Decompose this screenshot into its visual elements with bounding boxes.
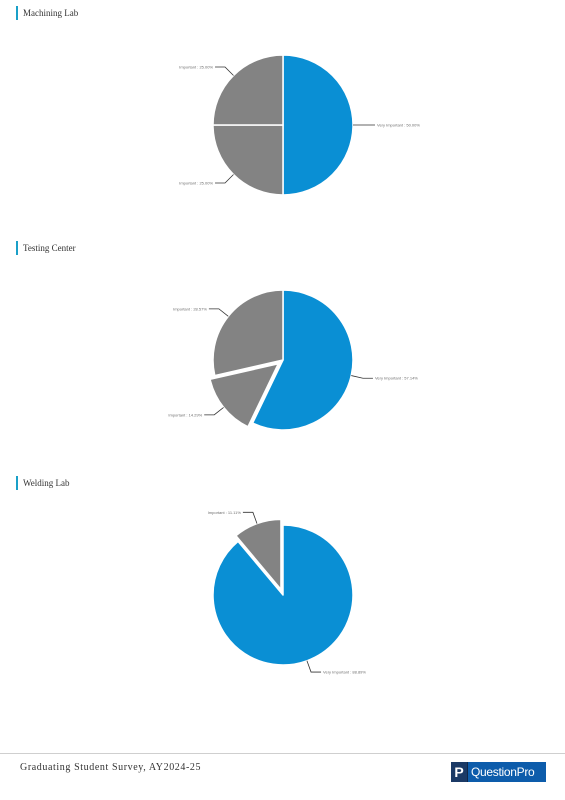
chart-section-welding-lab: Welding Lab Very Important : 88.89% Impor…: [0, 470, 565, 705]
pie-leader-line-2-1: [242, 511, 258, 524]
pie-leader-line-1-2: [208, 308, 229, 317]
pie-slice-label-0-0: Very Important : 50.00%: [377, 123, 420, 128]
pie-slice-label-1-1: Important : 14.29%: [168, 412, 202, 417]
pie-slice-1-2: [212, 289, 284, 377]
chart-title-testing-center: Testing Center: [16, 241, 76, 255]
pie-chart-testing-center: Very Important : 57.14% Important : 14.29…: [168, 289, 418, 431]
pie-leader-line-1-0: [351, 375, 373, 379]
pie-slice-2-1: [235, 518, 282, 591]
pie-slice-label-0-2: Important : 25.00%: [179, 65, 213, 70]
chart-title-welding-lab: Welding Lab: [16, 476, 70, 490]
questionpro-logo: P QuestionPro: [451, 762, 546, 782]
pie-leader-line-0-1: [215, 174, 234, 184]
pie-leader-line-1-1: [204, 407, 224, 416]
chart-section-testing-center: Testing Center Very Important : 57.14% Im…: [0, 235, 565, 470]
pie-slice-label-2-0: Very Important : 88.89%: [323, 670, 366, 675]
footer-divider: [0, 753, 565, 754]
pie-slice-label-2-1: Important : 11.11%: [208, 510, 242, 515]
pie-slice-1-1: [209, 362, 280, 428]
pie-leader-line-2-0: [306, 660, 322, 673]
footer-survey-title: Graduating Student Survey, AY2024-25: [20, 762, 202, 773]
questionpro-logo-name: QuestionPro: [468, 762, 546, 782]
pie-chart-machining-lab: Very Important : 50.00% Important : 25.00…: [179, 54, 420, 196]
pie-slice-label-0-1: Important : 25.00%: [179, 180, 213, 185]
pie-slice-1-0: [251, 289, 354, 431]
pie-leader-line-0-2: [215, 66, 234, 76]
chart-section-machining-lab: Machining Lab Very Important : 50.00% Imp…: [0, 0, 565, 235]
pie-slice-0-1: [212, 124, 284, 196]
questionpro-logo-mark: P: [451, 762, 468, 782]
chart-title-machining-lab: Machining Lab: [16, 6, 78, 20]
pie-slice-label-1-2: Important : 28.57%: [173, 306, 207, 311]
pie-slice-label-1-0: Very Important : 57.14%: [375, 376, 418, 381]
pie-slice-0-0: [282, 54, 354, 196]
pie-slice-0-2: [212, 54, 284, 126]
pie-slice-2-0: [212, 524, 354, 666]
pie-chart-welding-lab: Very Important : 88.89% Important : 11.11…: [208, 510, 367, 675]
